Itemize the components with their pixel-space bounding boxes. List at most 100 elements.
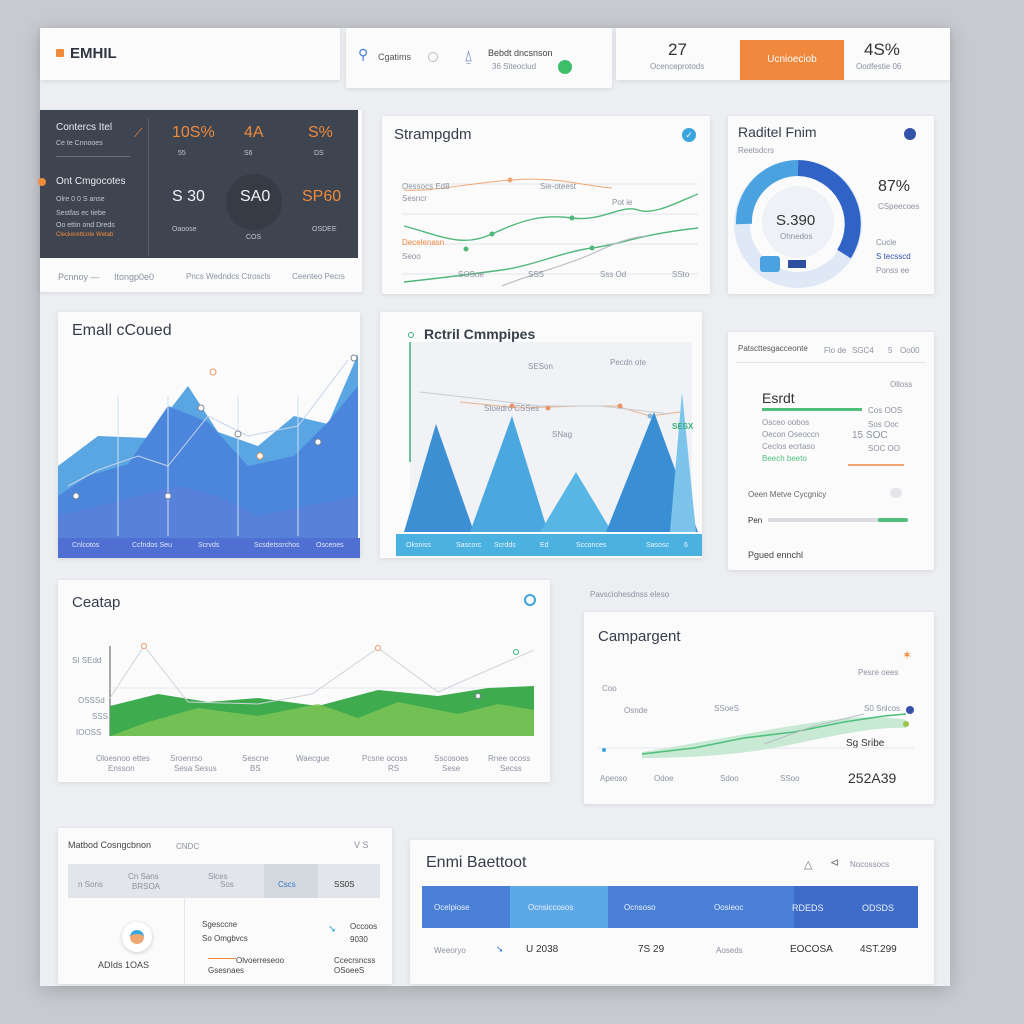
dark-tab-1[interactable]: Pcnnoy — [58, 272, 100, 282]
method-check-icon: ➘ [328, 924, 337, 935]
radial-tag-1 [760, 256, 780, 272]
radial-sub-3: S tecsscd [876, 252, 911, 261]
table-action[interactable]: Nocossocs [850, 860, 890, 869]
table-cell-arrow-icon: ➘ [496, 944, 504, 954]
triangle-icon[interactable]: △ [804, 859, 813, 871]
top-bar: EMHIL [40, 28, 340, 80]
campaign-peaks-card: Rctril Cmmpipes Pecdn ote SESon Stoedro … [380, 312, 702, 558]
ceatap-x-3b: BS [250, 764, 261, 773]
strampgdm-series-green-1 [403, 193, 699, 242]
table-head-4[interactable]: Oosieoc [714, 903, 744, 912]
progress-list-title: Patscttesgacceonte [738, 344, 808, 353]
app-logo[interactable]: EMHIL [70, 45, 117, 62]
strampgdm-point-1 [507, 177, 513, 183]
radial-arc-light [735, 160, 799, 225]
method-list-2: So Omgbvcs [202, 934, 248, 943]
radial-center-value: S.390 [776, 212, 816, 229]
ceatap-point-3 [475, 693, 481, 699]
progress-list-card: Patscttesgacceonte Flo de SGC4 5 Oo00 Ol… [728, 332, 934, 570]
table-head-5[interactable]: RDEDS [792, 903, 824, 913]
refresh-icon[interactable] [524, 594, 536, 606]
star-icon[interactable]: ✶ [902, 648, 913, 662]
method-head-3: BRSOA [132, 882, 161, 891]
campaign-point-4 [647, 413, 653, 419]
table-head-3[interactable]: Ocnsoso [624, 903, 656, 912]
progress-track [768, 518, 908, 522]
campargent-band [642, 717, 906, 758]
avatar-inner-icon [130, 930, 144, 944]
ceatap-point-4 [513, 649, 519, 655]
nav-item-sub: 36 Siteoclud [492, 62, 537, 71]
radial-tag-2 [788, 260, 806, 268]
radio-icon[interactable] [428, 52, 438, 62]
strampgdm-point-2 [489, 231, 495, 237]
nav-item-title[interactable]: Bebdt dncsnson [488, 48, 553, 58]
metric-5-value: SA0 [240, 188, 271, 205]
table-head-2[interactable]: Ocnsiccosos [528, 903, 574, 912]
campargent-label-2: Osnde [624, 706, 648, 715]
stramp-axis-3: Sss Od [600, 270, 627, 279]
dark-divider [56, 156, 130, 157]
dark-tab-4[interactable]: Ceenteo Pecrs [292, 272, 345, 281]
campaign-peaks-chart [396, 342, 702, 556]
campargent-big: 252A39 [848, 770, 897, 786]
email-point-1 [209, 368, 217, 376]
logo-icon [56, 49, 64, 57]
email-line [67, 359, 349, 487]
info-icon[interactable] [904, 128, 916, 140]
check-icon[interactable]: ✓ [682, 128, 696, 142]
campargent-axis-4: SSoo [780, 774, 800, 783]
campaign-axis-5: Scconces [576, 542, 607, 549]
stramp-label-4: Decelenasn [402, 238, 445, 247]
ceatap-x-5b: RS [388, 764, 400, 773]
metric-2-value: 4A [244, 124, 264, 141]
radial-big-sub: CSpeecoes [878, 202, 920, 211]
radial-sub: Reetsdcrs [738, 146, 775, 155]
dark-line-1: Olre 0 0 S anse [56, 196, 105, 203]
stramp-axis-1: SOSoe [458, 270, 484, 279]
stramp-label-5: Pot ie [612, 198, 633, 207]
dark-link[interactable]: Cleckerettcote Wetab [56, 232, 114, 238]
stat1-label: Ocenceprotods [650, 62, 705, 71]
ceatap-area-chart [109, 643, 535, 736]
campaign-peak-1 [404, 424, 474, 532]
campargent-dot-2 [903, 721, 909, 727]
ceatap-x-4a: Waecgue [296, 754, 330, 763]
campargent-line [641, 713, 907, 755]
table-header-dark [794, 886, 918, 928]
stat2-value: 4S% [864, 40, 900, 59]
table-cell-2: U 2038 [526, 944, 559, 955]
primary-action-button[interactable]: Ucnioeciob [740, 40, 844, 80]
progress-col-4: Oo00 [900, 346, 920, 355]
bell-icon: ⍙ [464, 48, 474, 65]
email-point-3 [234, 430, 242, 438]
dark-tab-3[interactable]: Pncs Wedndcs Ctroscls [186, 272, 271, 281]
method-mark[interactable]: V S [354, 840, 369, 850]
table-row[interactable]: Weeoryo ➘ U 2038 7S 29 Aoseds EOCOSA 4ST… [422, 928, 918, 970]
nav-item-cgatims[interactable]: Cgatims [378, 52, 412, 62]
toggle-icon[interactable] [890, 488, 902, 498]
campaign-label-4: SNag [552, 430, 573, 439]
primary-action-label: Ucnioeciob [767, 54, 817, 65]
progress-val-2: Sos Ooc [868, 420, 899, 429]
method-header-row [68, 864, 380, 898]
metric-4-value: S 30 [172, 188, 205, 205]
floating-label: Pavsciohesdnss eleso [590, 590, 670, 599]
campaign-axis-6: Sasosc [646, 542, 669, 549]
radial-card: Raditel Fnim Reetsdcrs S.390 Ohnedos 87%… [728, 116, 934, 294]
progress-val-1: Cos OOS [868, 406, 903, 415]
metric-5-sub: COS [246, 234, 262, 241]
dark-tab-2[interactable]: Itongp0e0 [114, 272, 155, 282]
table-cell-5: EOCOSA [790, 944, 833, 955]
radial-arc-dark [797, 160, 861, 259]
ceatap-x-1a: Oloesnoo ettes [96, 754, 150, 763]
table-head-1[interactable]: Ocelpiose [434, 903, 470, 912]
radial-big-value: 87% [878, 178, 911, 195]
campaign-point-1 [509, 403, 515, 409]
table-head-6[interactable]: ODSDS [862, 903, 895, 913]
method-head-5: SS0S [334, 880, 355, 889]
campaign-title-dot-icon [408, 332, 414, 338]
share-icon[interactable]: ⊲ [830, 857, 840, 869]
table-title: Enmi Baettoot [426, 854, 527, 871]
method-right-2: Ccecrsncss OSoeeS [334, 956, 376, 975]
